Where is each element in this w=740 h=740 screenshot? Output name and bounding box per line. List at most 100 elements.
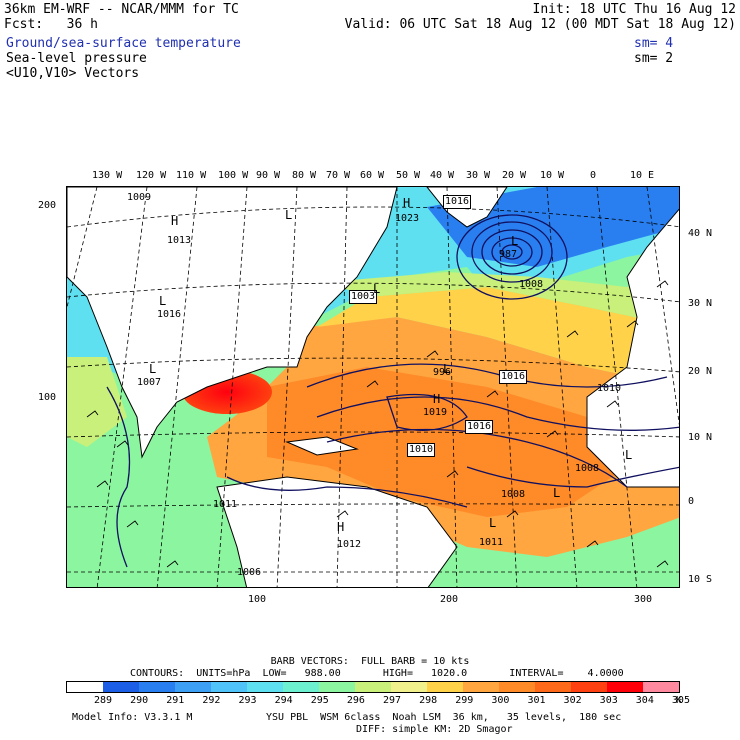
sst-mild-zone (317, 287, 679, 387)
pressure-center-mark: L (149, 362, 157, 376)
colorbar-label: 301 (527, 695, 546, 706)
pressure-label: 1010 (407, 443, 436, 457)
lon-label: 60 W (360, 170, 385, 181)
colorbar-label: 298 (419, 695, 438, 706)
pressure-center-mark: H (337, 520, 345, 534)
colorbar-swatch (103, 682, 139, 692)
latlon-grid (67, 187, 679, 587)
pressure-label: 1016 (465, 420, 494, 434)
pressure-center-mark: L (625, 448, 633, 462)
colorbar-swatch (211, 682, 247, 692)
colorbar-swatch (643, 682, 679, 692)
pressure-label: 1016 (443, 195, 472, 209)
map-canvas (67, 187, 679, 587)
colorbar-swatch (499, 682, 535, 692)
pressure-center-mark: H (171, 214, 179, 228)
colorbar-swatch (535, 682, 571, 692)
colorbar-swatch (247, 682, 283, 692)
lon-label: 10 E (630, 170, 655, 181)
lat-label: 30 N (688, 298, 713, 309)
colorbar-label: 293 (238, 695, 257, 706)
colorbar-label: 294 (274, 695, 293, 706)
lat-label: 20 N (688, 366, 713, 377)
colorbar-swatch (319, 682, 355, 692)
lon-label: 120 W (136, 170, 167, 181)
lat-label: 10 N (688, 432, 713, 443)
north-america-land (67, 187, 398, 459)
forecast-hour: Fcst: 36 h (4, 17, 98, 32)
colorbar-label: 305 (671, 695, 690, 706)
pressure-label: 1008 (575, 463, 600, 474)
pressure-label: 1013 (167, 235, 192, 246)
colorbar-swatch (427, 682, 463, 692)
colorbar-swatch (571, 682, 607, 692)
pressure-label: 1016 (499, 370, 528, 384)
lon-label: 10 W (540, 170, 565, 181)
pressure-label: 1011 (479, 537, 504, 548)
pressure-label: 1007 (137, 377, 162, 388)
lon-label: 20 W (502, 170, 527, 181)
colorbar (66, 681, 680, 693)
lon-label: 50 W (396, 170, 421, 181)
field-slp-smoothing: sm= 2 (634, 51, 674, 66)
colorbar-label: 303 (599, 695, 618, 706)
colorbar-label: 292 (202, 695, 221, 706)
cuba-land (285, 436, 359, 456)
physics-line2: DIFF: simple KM: 2D Smagor (356, 724, 513, 735)
colorbar-swatch (283, 682, 319, 692)
colorbar-label: 300 (491, 695, 510, 706)
map-panel: 1009 1016 1023 1013 987 1008 1003 1016 996 1016 10… (66, 186, 680, 588)
colorbar-label: 302 (563, 695, 582, 706)
pressure-label: 1010 (597, 383, 622, 394)
colorbar-label: 299 (455, 695, 474, 706)
grid-label-left-100: 100 (38, 392, 57, 403)
field-vectors-label: <U10,V10> Vectors (6, 66, 140, 81)
pressure-label: 1003 (349, 290, 378, 304)
colorbar-unit: K (676, 695, 683, 706)
colorbar-label: 295 (310, 695, 329, 706)
colorbar-swatch (607, 682, 643, 692)
lat-label: 0 (688, 496, 695, 507)
pressure-center-mark: L (373, 282, 381, 296)
colorbar-swatch (355, 682, 391, 692)
pressure-label: 1008 (501, 489, 526, 500)
isobars (106, 214, 679, 568)
colorbar-swatch (139, 682, 175, 692)
lon-label: 0 (590, 170, 597, 181)
lon-label: 90 W (256, 170, 281, 181)
model-info: Model Info: V3.3.1 M (72, 712, 193, 723)
wind-barbs (86, 280, 669, 568)
pressure-label: 1011 (213, 499, 238, 510)
grid-label-bottom-300: 300 (634, 594, 653, 605)
pressure-label: 1008 (519, 279, 544, 290)
contour-legend: CONTOURS: UNITS=hPa LOW= 988.00 HIGH= 10… (130, 668, 624, 679)
lat-label: 40 N (688, 228, 713, 239)
valid-time: Valid: 06 UTC Sat 18 Aug 12 (00 MDT Sat … (344, 17, 736, 32)
colorbar-swatch (175, 682, 211, 692)
pressure-center-mark: H (403, 196, 411, 210)
colorbar-swatch (391, 682, 427, 692)
lon-label: 70 W (326, 170, 351, 181)
sst-subtropical-zone (327, 272, 679, 327)
header-title: 36km EM-WRF -- NCAR/MMM for TC (4, 2, 239, 17)
pressure-center-mark: H (433, 392, 441, 406)
pressure-label: 1023 (395, 213, 420, 224)
pressure-center-mark: L (443, 362, 451, 376)
lon-label: 110 W (176, 170, 207, 181)
colorbar-label: 304 (635, 695, 654, 706)
pressure-label: 996 (433, 367, 452, 378)
pressure-center-mark: L (553, 486, 561, 500)
grid-label-bottom-100: 100 (248, 594, 267, 605)
sst-pacific-warm (67, 357, 127, 447)
pressure-label: 987 (499, 249, 518, 260)
colorbar-label: 290 (130, 695, 149, 706)
field-sst-label: Ground/sea-surface temperature (6, 36, 241, 51)
pressure-label: 1009 (127, 192, 152, 203)
pressure-center-mark: L (489, 516, 497, 530)
grid-label-left-200: 200 (38, 200, 57, 211)
field-sst-smoothing: sm= 4 (634, 36, 674, 51)
pressure-center-mark: L (511, 234, 519, 248)
colorbar-label: 289 (94, 695, 113, 706)
init-time: Init: 18 UTC Thu 16 Aug 12 (532, 2, 737, 17)
physics-line1: YSU PBL WSM 6class Noah LSM 36 km, 35 le… (266, 712, 622, 723)
